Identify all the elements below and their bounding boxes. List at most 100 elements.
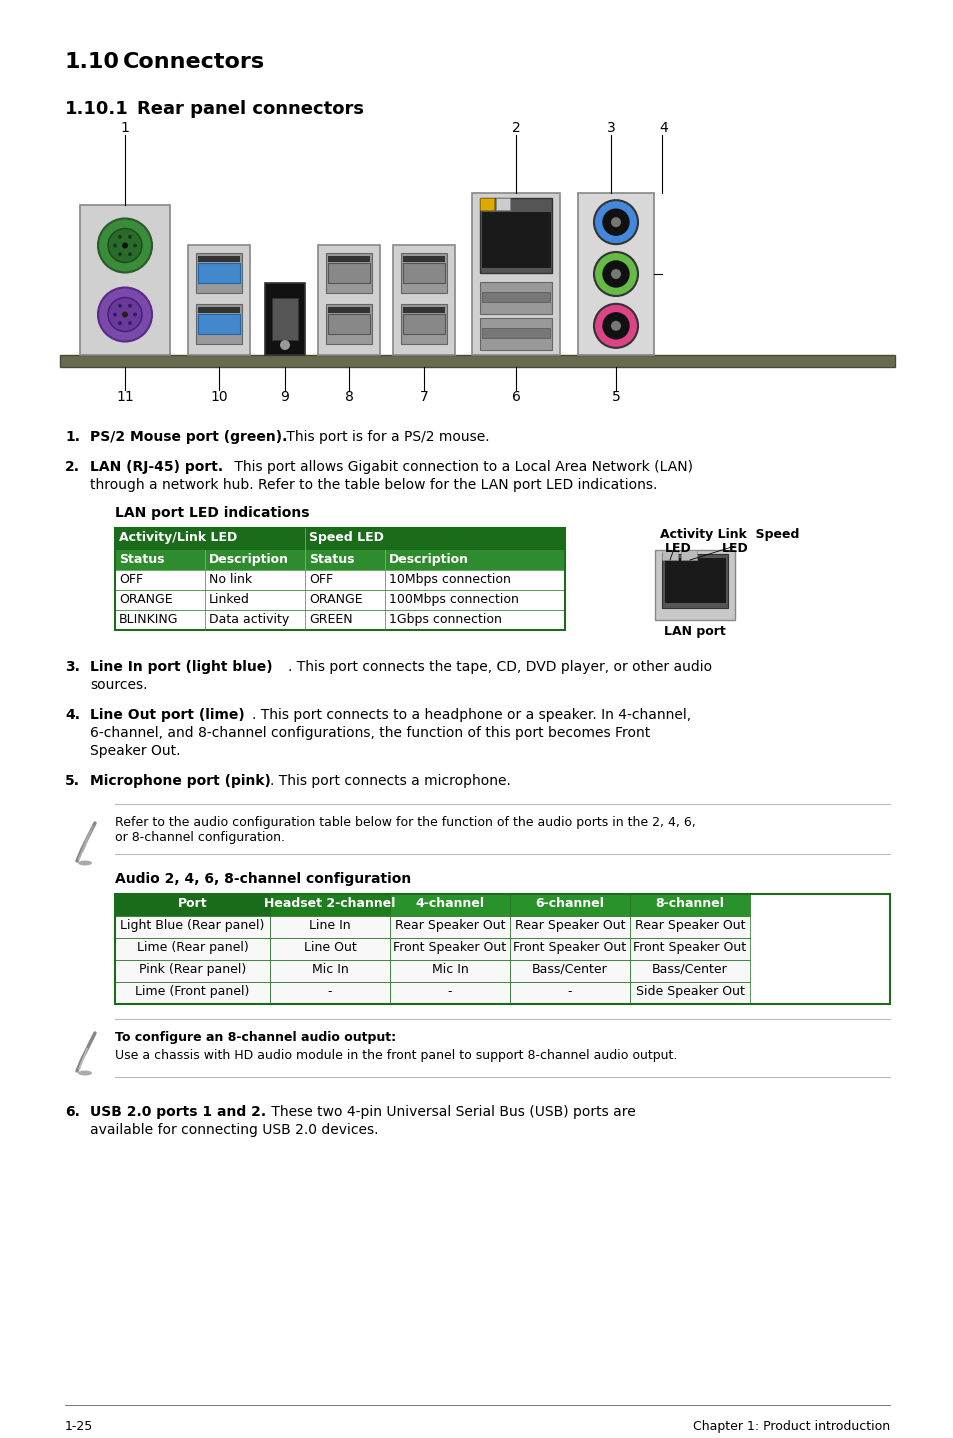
Text: This port allows Gigabit connection to a Local Area Network (LAN): This port allows Gigabit connection to a… (230, 460, 692, 475)
Bar (317, 244, 379, 355)
Text: -: - (567, 985, 572, 998)
Bar (390, 894, 510, 916)
Bar (115, 569, 564, 590)
Circle shape (122, 243, 128, 249)
Text: 1Gbps connection: 1Gbps connection (389, 613, 501, 626)
Bar (265, 283, 305, 355)
Text: through a network hub. Refer to the table below for the LAN port LED indications: through a network hub. Refer to the tabl… (90, 477, 657, 492)
Text: 10: 10 (210, 390, 228, 404)
Bar (270, 916, 390, 938)
Bar (188, 244, 250, 355)
Circle shape (594, 200, 638, 244)
Bar (496, 198, 510, 210)
Bar (655, 549, 734, 620)
Text: Light Blue (Rear panel): Light Blue (Rear panel) (120, 919, 264, 932)
Text: LAN port LED indications: LAN port LED indications (115, 506, 309, 521)
Text: Activity Link  Speed: Activity Link Speed (659, 528, 799, 541)
Text: 1.10.1: 1.10.1 (65, 101, 129, 118)
Bar (629, 938, 749, 961)
Bar (270, 938, 390, 961)
Bar (390, 938, 510, 961)
Text: Line In: Line In (309, 919, 351, 932)
Text: . This port connects to a headphone or a speaker. In 4-channel,: . This port connects to a headphone or a… (252, 707, 690, 722)
Text: 8-channel: 8-channel (655, 897, 723, 910)
Bar (481, 211, 550, 266)
Ellipse shape (78, 860, 91, 866)
Circle shape (602, 209, 628, 236)
Bar (115, 894, 270, 916)
Bar (661, 554, 727, 608)
Circle shape (118, 252, 122, 256)
Bar (481, 292, 550, 302)
Bar (664, 558, 724, 603)
Bar (198, 263, 240, 283)
Bar (328, 313, 370, 334)
Text: 11: 11 (116, 390, 133, 404)
Bar (195, 253, 242, 293)
Circle shape (602, 313, 628, 339)
Bar (402, 263, 444, 283)
Bar (326, 253, 372, 293)
Bar (400, 253, 447, 293)
Text: Line In port (light blue): Line In port (light blue) (90, 660, 273, 674)
Text: -: - (447, 985, 452, 998)
Text: Mic In: Mic In (431, 963, 468, 976)
Bar (479, 282, 552, 313)
Bar (115, 894, 889, 1004)
Text: Data activity: Data activity (209, 613, 289, 626)
Bar (390, 982, 510, 1004)
Text: ORANGE: ORANGE (309, 592, 362, 605)
Text: 6-channel: 6-channel (535, 897, 604, 910)
Bar (402, 256, 444, 262)
Bar (479, 318, 552, 349)
Bar (198, 306, 240, 313)
Bar (481, 328, 550, 338)
Bar (195, 303, 242, 344)
Text: 5.: 5. (65, 774, 80, 788)
Text: GREEN: GREEN (309, 613, 353, 626)
Circle shape (108, 298, 142, 332)
Text: LED: LED (664, 542, 691, 555)
Text: Rear panel connectors: Rear panel connectors (137, 101, 364, 118)
Text: 5: 5 (611, 390, 619, 404)
Circle shape (128, 252, 132, 256)
Text: Speed LED: Speed LED (309, 531, 383, 544)
Text: -: - (328, 985, 332, 998)
Text: Audio 2, 4, 6, 8-channel configuration: Audio 2, 4, 6, 8-channel configuration (115, 871, 411, 886)
Text: 8: 8 (344, 390, 353, 404)
Bar (400, 303, 447, 344)
Bar (479, 198, 552, 273)
Bar (390, 916, 510, 938)
Bar (479, 198, 494, 210)
Bar (115, 961, 270, 982)
Text: To configure an 8-channel audio output:: To configure an 8-channel audio output: (115, 1031, 395, 1044)
Bar (510, 916, 629, 938)
Text: Linked: Linked (209, 592, 250, 605)
Bar (510, 961, 629, 982)
Text: Rear Speaker Out: Rear Speaker Out (515, 919, 624, 932)
Text: 6: 6 (511, 390, 520, 404)
Text: Connectors: Connectors (123, 52, 265, 72)
Text: This port is for a PS/2 mouse.: This port is for a PS/2 mouse. (282, 430, 489, 444)
Text: Description: Description (389, 554, 469, 567)
Text: Port: Port (177, 897, 207, 910)
Text: Status: Status (119, 554, 164, 567)
Bar (629, 961, 749, 982)
Text: 3.: 3. (65, 660, 80, 674)
Text: 100Mbps connection: 100Mbps connection (389, 592, 518, 605)
Bar (115, 528, 564, 549)
Circle shape (132, 312, 137, 316)
Circle shape (128, 303, 132, 308)
Bar (510, 938, 629, 961)
Text: 4-channel: 4-channel (416, 897, 484, 910)
Text: ORANGE: ORANGE (119, 592, 172, 605)
Text: . This port connects the tape, CD, DVD player, or other audio: . This port connects the tape, CD, DVD p… (288, 660, 711, 674)
Circle shape (112, 312, 117, 316)
Text: 4: 4 (659, 121, 667, 135)
Text: . This port connects a microphone.: . This port connects a microphone. (270, 774, 511, 788)
Text: 6.: 6. (65, 1104, 80, 1119)
Bar (115, 590, 564, 610)
Bar (629, 894, 749, 916)
Circle shape (118, 303, 122, 308)
Bar (115, 982, 270, 1004)
